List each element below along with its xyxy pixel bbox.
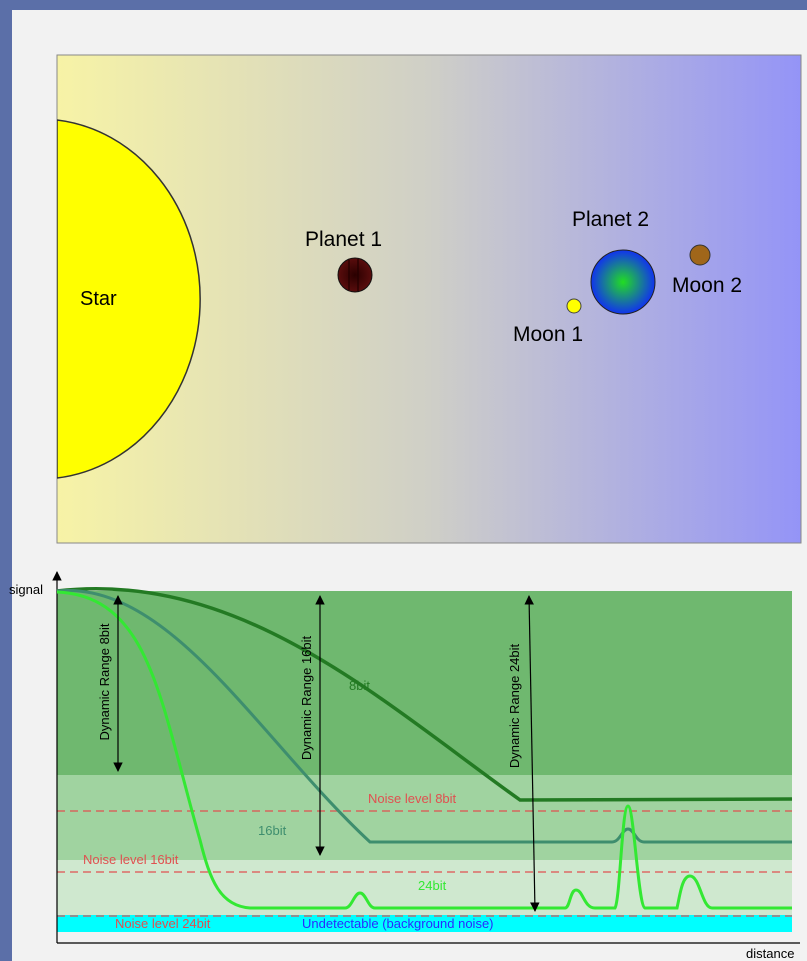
curve-24bit — [56, 590, 792, 910]
dynamic-range-16bit-label: Dynamic Range 16bit — [299, 635, 314, 760]
band-16bit — [57, 775, 792, 860]
curve-8bit — [56, 587, 793, 802]
noise-8bit-label: Noise level 8bit — [368, 791, 457, 806]
planet1-label: Planet 1 — [305, 228, 382, 251]
dynamic-range-24bit-label: Dynamic Range 24bit — [507, 643, 522, 768]
curve-8bit-label: 8bit — [349, 678, 370, 693]
noise-16bit-label: Noise level 16bit — [83, 852, 179, 867]
space-scene: Star Planet 1 Planet 2 Moon 1 Moon 2 — [56, 54, 802, 544]
moon1-label: Moon 1 — [513, 323, 583, 346]
star-label: Star — [80, 288, 117, 310]
curve-24bit-label: 24bit — [418, 878, 447, 893]
undetectable-label: Undetectable (background noise) — [302, 916, 494, 931]
curve-16bit-label: 16bit — [258, 823, 287, 838]
moon2-icon — [689, 244, 711, 266]
noise-24bit-label: Noise level 24bit — [115, 916, 211, 931]
planet2-icon — [590, 249, 656, 315]
y-axis-label: signal — [9, 582, 43, 597]
signal-plot: signal distance Dynamic Range 8bit Dynam… — [9, 571, 800, 961]
planet2-label: Planet 2 — [572, 208, 649, 231]
star-shape — [57, 119, 201, 479]
x-axis-label: distance — [746, 946, 794, 961]
dynamic-range-24bit-arrow — [524, 595, 540, 912]
band-24bit — [57, 860, 792, 915]
dynamic-range-8bit-label: Dynamic Range 8bit — [97, 623, 112, 740]
moon1-icon — [566, 298, 582, 314]
moon2-label: Moon 2 — [672, 274, 742, 297]
planet1-icon — [337, 257, 373, 293]
band-undetectable — [57, 915, 792, 932]
band-8bit — [57, 591, 792, 775]
